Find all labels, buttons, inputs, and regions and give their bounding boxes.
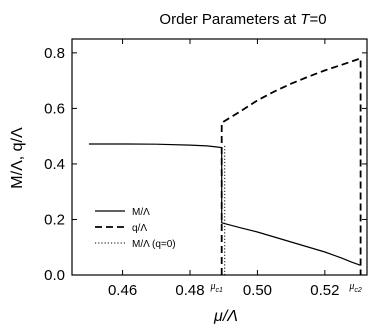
y-tick-label: 0.4 [44, 156, 65, 173]
series-q-line [220, 57, 362, 275]
x-tick-label: 0.46 [108, 282, 137, 299]
plot-frame [71, 38, 368, 276]
x-tick-label: 0.48 [175, 282, 204, 299]
legend-label-m: M/Λ [132, 207, 150, 218]
chart-title-prefix: Order Parameters at [159, 11, 300, 28]
y-tick-label: 0.8 [44, 45, 65, 62]
x-tick-label: 0.50 [243, 282, 272, 299]
legend: M/Λ q/Λ M/Λ (q=0) [95, 207, 176, 250]
chart-title: Order Parameters at T=0 [159, 11, 326, 28]
chart-title-variable: T [300, 11, 311, 28]
chart-title-suffix: =0 [309, 11, 326, 28]
y-tick-label: 0.6 [44, 100, 65, 117]
legend-label-q: q/Λ [132, 223, 147, 234]
x-tick-label: 0.52 [310, 282, 339, 299]
critical-point-label-1: μc1 [209, 281, 223, 294]
critical-point-labels: μc1 μc2 [209, 281, 361, 294]
x-axis-label: μ/Λ [213, 308, 238, 325]
critical-point-label-2: μc2 [348, 281, 362, 294]
x-axis: 0.46 0.48 0.50 0.52 [108, 39, 339, 299]
series-m-line [88, 143, 361, 266]
y-tick-label: 0.2 [44, 211, 65, 228]
y-axis: 0.0 0.2 0.4 0.6 0.8 [44, 45, 367, 284]
series-layer [88, 57, 362, 275]
y-tick-label: 0.0 [44, 267, 65, 284]
legend-label-m-q0: M/Λ (q=0) [132, 239, 176, 250]
y-axis-label: M/Λ, q/Λ [9, 127, 26, 189]
